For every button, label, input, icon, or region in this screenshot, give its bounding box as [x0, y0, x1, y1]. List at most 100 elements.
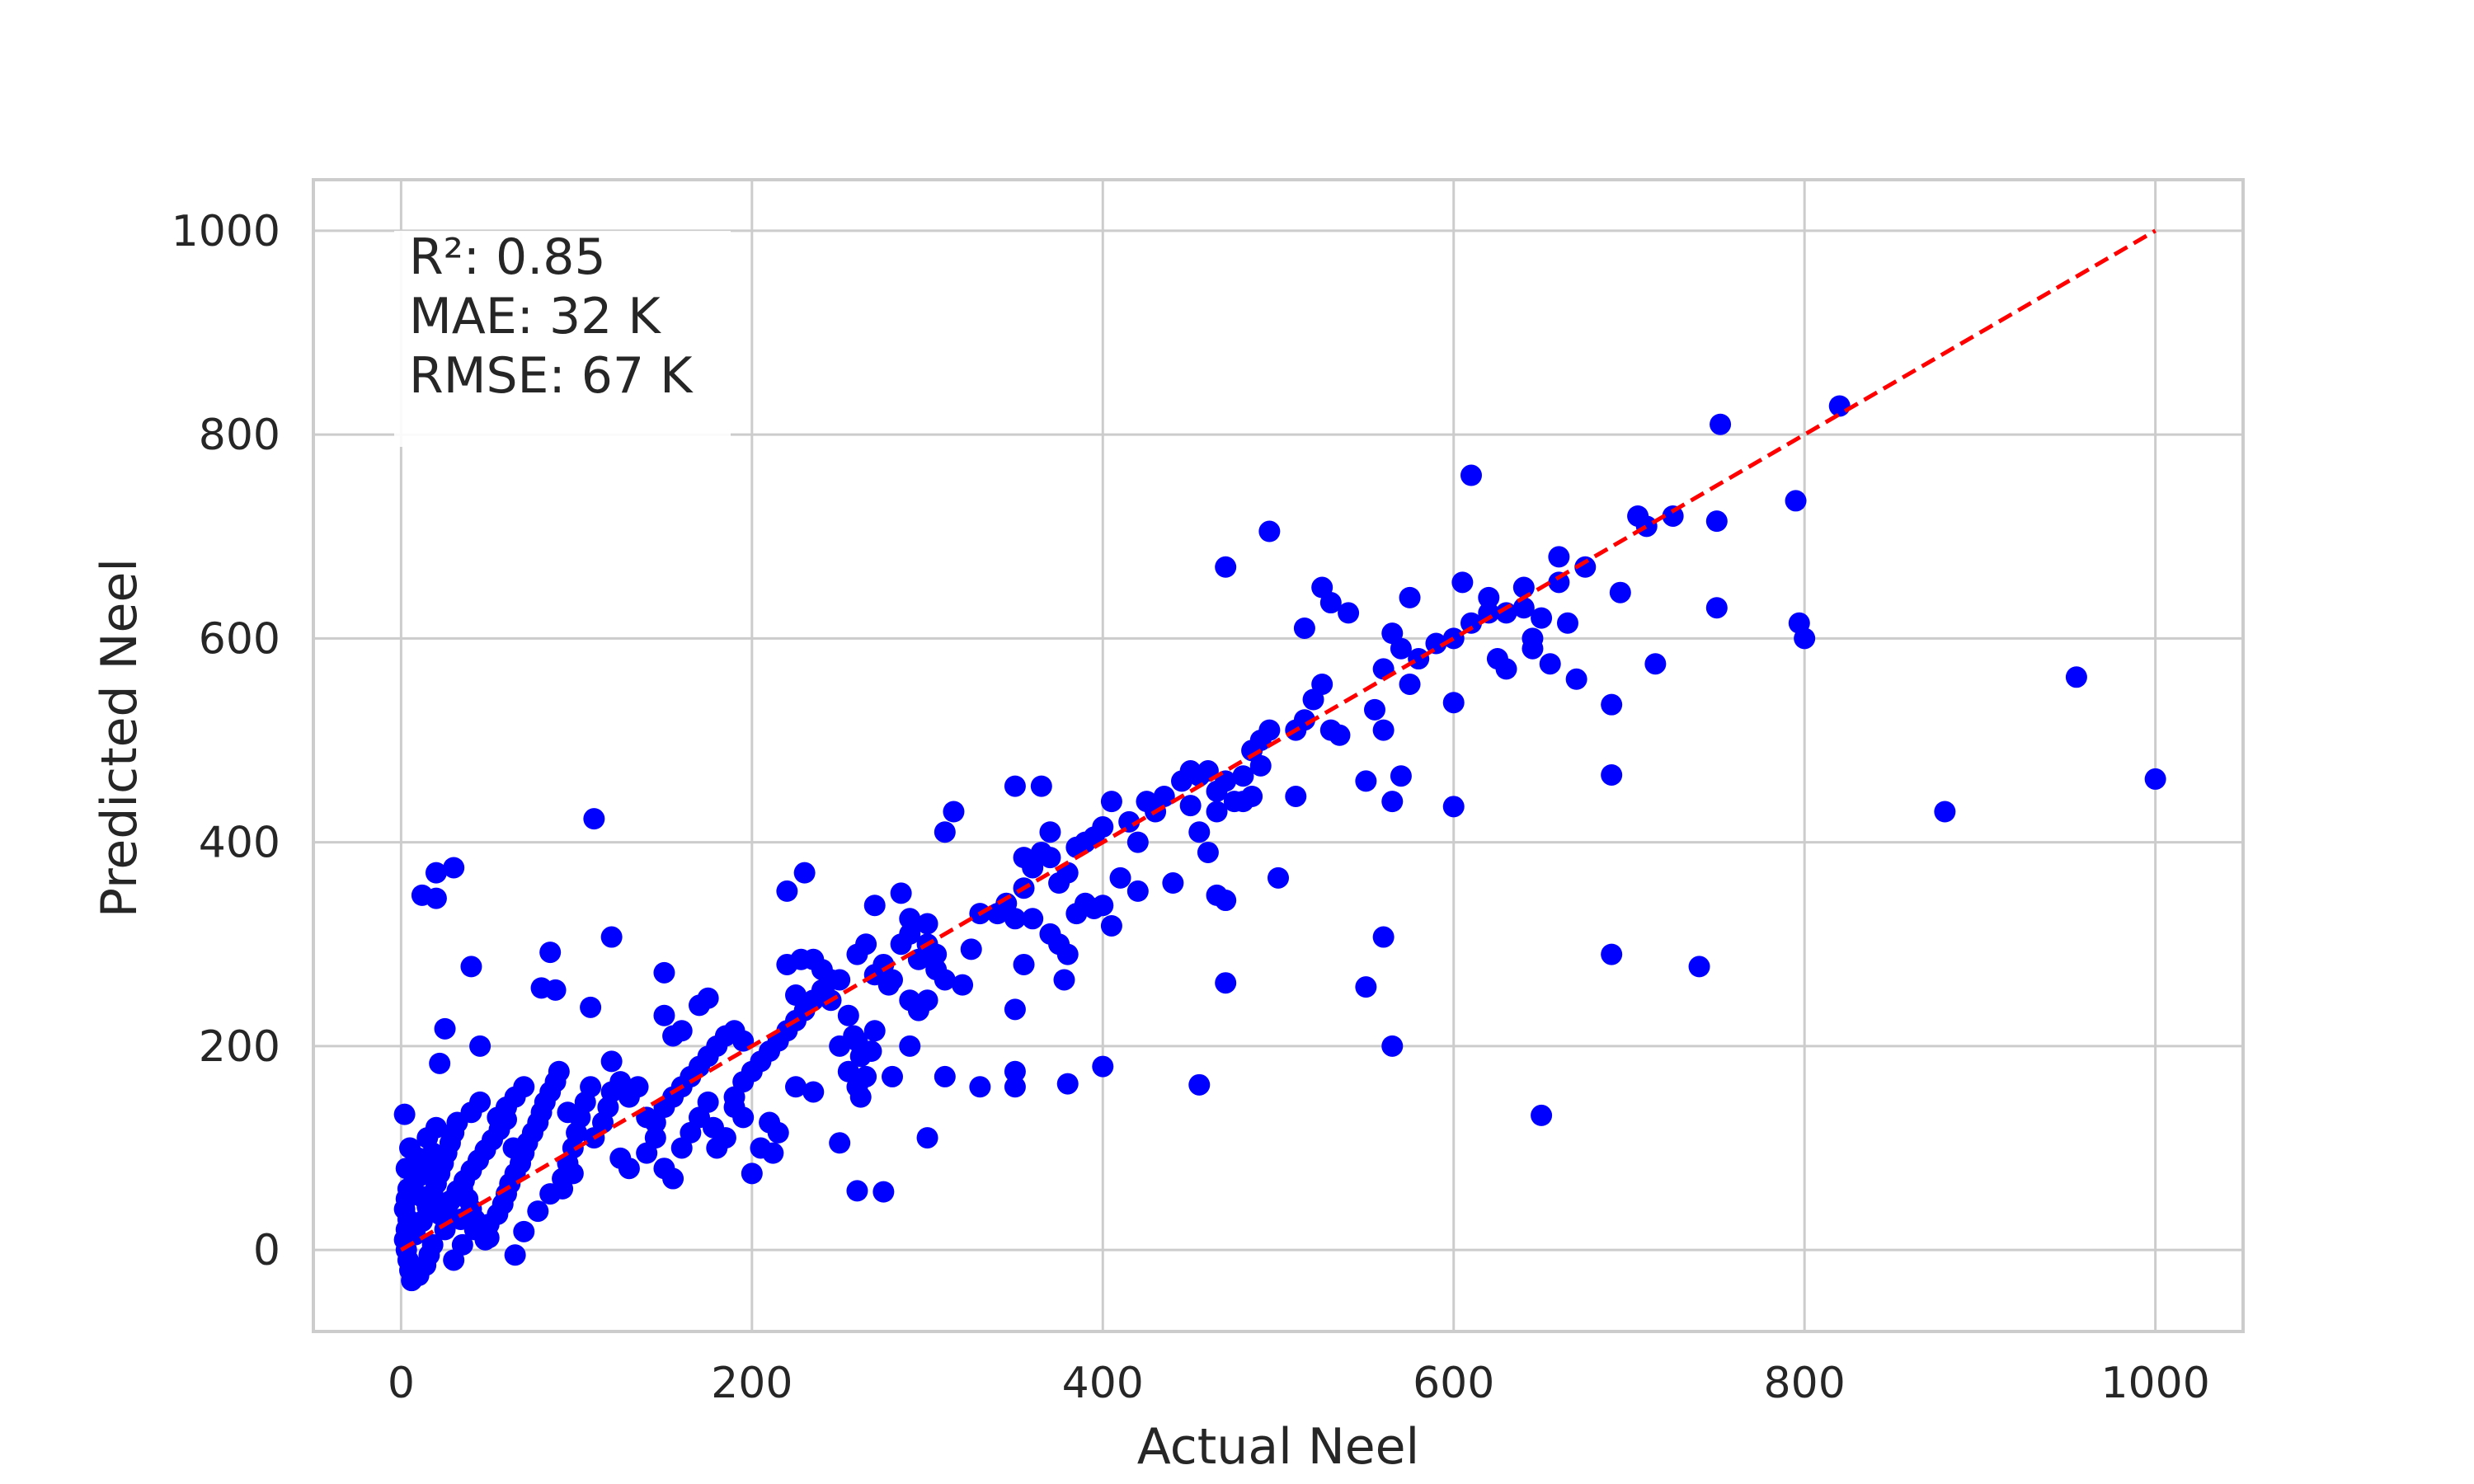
data-point — [1004, 775, 1026, 797]
data-point — [1705, 597, 1728, 619]
data-point — [882, 1065, 903, 1087]
data-point — [618, 1158, 640, 1180]
data-point — [1013, 847, 1035, 869]
data-point — [925, 943, 948, 965]
data-point — [767, 1121, 789, 1144]
data-point — [418, 1193, 440, 1215]
y-axis-label: Predicted Neel — [91, 558, 148, 918]
identity-reference-line — [400, 228, 2157, 1252]
data-point — [1004, 1060, 1026, 1082]
data-point — [872, 1181, 895, 1203]
data-point — [916, 913, 938, 935]
data-point — [539, 942, 562, 964]
data-point — [1268, 866, 1289, 889]
data-point — [697, 987, 719, 1009]
data-point — [653, 961, 675, 984]
data-point — [863, 895, 886, 917]
data-point — [1329, 724, 1351, 746]
data-point — [1004, 998, 1026, 1021]
data-point — [969, 1076, 991, 1098]
data-point — [1565, 668, 1587, 690]
data-point — [899, 908, 921, 930]
x-tick-label: 200 — [711, 1359, 793, 1408]
data-point — [425, 862, 447, 884]
data-point — [1355, 770, 1377, 792]
data-point — [1056, 943, 1079, 965]
data-point — [1022, 908, 1044, 930]
data-point — [934, 821, 956, 843]
data-point — [1934, 801, 1956, 823]
data-point — [1601, 943, 1623, 965]
data-point — [1053, 969, 1075, 991]
data-point — [1100, 791, 1122, 813]
data-point — [1399, 586, 1421, 608]
data-point — [1311, 673, 1333, 695]
data-point — [899, 1035, 921, 1057]
data-point — [1390, 765, 1412, 787]
data-point — [2144, 768, 2166, 790]
data-point — [429, 1052, 451, 1074]
data-point — [846, 1180, 868, 1202]
stats-rmse: RMSE: 67 K — [409, 347, 694, 405]
data-point — [583, 808, 605, 830]
data-point — [670, 1020, 693, 1042]
data-point — [502, 1137, 524, 1159]
stats-mae: MAE: 32 K — [409, 288, 661, 345]
data-point — [785, 1076, 807, 1098]
data-point — [496, 1108, 517, 1130]
data-point — [837, 1004, 859, 1026]
data-point — [776, 880, 798, 902]
data-point — [1705, 510, 1728, 533]
data-points — [393, 395, 2166, 1292]
x-axis-label: Actual Neel — [1137, 1418, 1419, 1476]
data-point — [1601, 763, 1623, 786]
data-point — [544, 979, 567, 1001]
data-point — [1710, 413, 1732, 435]
data-point — [1241, 785, 1263, 807]
data-point — [1364, 698, 1385, 721]
data-point — [1258, 719, 1281, 741]
x-tick-label: 400 — [1062, 1359, 1144, 1408]
data-point — [393, 1103, 416, 1125]
data-point — [877, 974, 900, 996]
data-point — [527, 1200, 549, 1223]
data-point — [1092, 1055, 1114, 1078]
data-point — [1153, 785, 1175, 807]
data-point — [1249, 754, 1272, 777]
data-point — [600, 1050, 623, 1073]
data-point — [793, 862, 816, 884]
y-axis-ticks: 0 200 400 600 800 1000 — [172, 207, 280, 1275]
data-point — [1215, 972, 1237, 994]
data-point — [1609, 581, 1631, 603]
data-point — [1574, 556, 1597, 578]
data-point — [1688, 956, 1710, 978]
data-point — [460, 956, 482, 978]
data-point — [557, 1101, 579, 1124]
data-point — [952, 974, 974, 996]
plot-frame — [312, 178, 2245, 1333]
data-point — [1206, 801, 1228, 823]
y-tick-label: 600 — [199, 614, 280, 664]
data-point — [1126, 880, 1149, 902]
data-point — [1451, 571, 1474, 594]
data-point — [1118, 810, 1141, 833]
data-point — [662, 1167, 684, 1190]
x-axis-ticks: 0 200 400 600 800 1000 — [388, 1359, 2210, 1408]
data-point — [741, 1162, 763, 1185]
data-point — [653, 1004, 675, 1026]
data-point — [1460, 612, 1482, 634]
data-point — [434, 1017, 456, 1040]
data-point — [697, 1091, 719, 1113]
data-point — [762, 1142, 784, 1164]
data-point — [1548, 546, 1570, 568]
data-point — [1319, 592, 1342, 614]
data-point — [829, 1132, 851, 1154]
data-point — [1460, 464, 1482, 486]
data-point — [1092, 816, 1114, 838]
data-point — [1442, 796, 1465, 818]
data-point — [1004, 1076, 1026, 1098]
x-tick-label: 0 — [388, 1359, 415, 1408]
data-point — [732, 1106, 755, 1129]
y-tick-label: 0 — [253, 1226, 280, 1275]
